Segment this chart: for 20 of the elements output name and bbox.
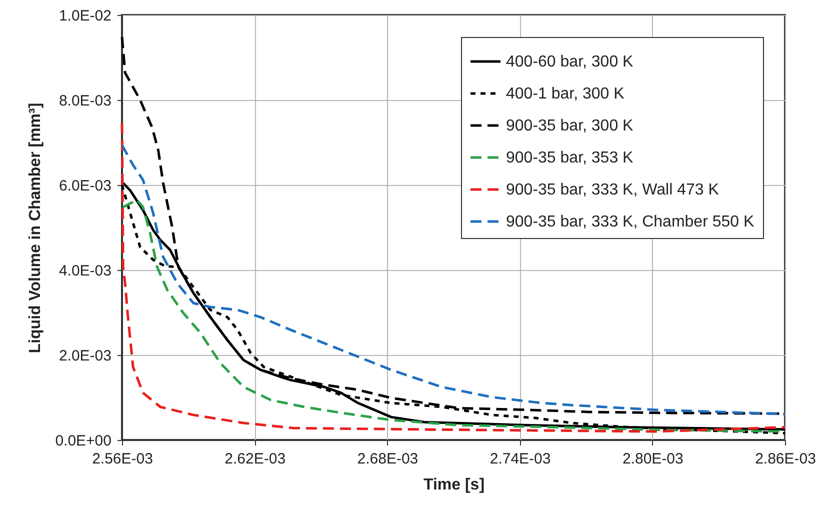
legend-label: 900-35 bar, 333 K, Wall 473 K: [506, 182, 720, 198]
legend-label: 900-35 bar, 333 K, Chamber 550 K: [506, 214, 754, 230]
legend-label: 900-35 bar, 353 K: [506, 150, 634, 166]
legend-label: 400-1 bar, 300 K: [506, 86, 625, 102]
y-tick-label: 6.0E-03: [58, 178, 112, 194]
legend-label: 900-35 bar, 300 K: [506, 118, 634, 134]
x-tick-label: 2.68E-03: [357, 450, 418, 468]
x-axis-title: Time [s]: [423, 476, 485, 494]
x-tick-label: 2.74E-03: [490, 450, 551, 468]
legend-label: 400-60 bar, 300 K: [506, 54, 634, 70]
y-tick-label: 4.0E-03: [58, 262, 112, 280]
y-axis-title: Liquid Volume in Chamber [mm³]: [27, 102, 44, 354]
y-tick-label: 1.0E-02: [58, 8, 112, 24]
y-tick-label: 8.0E-03: [58, 92, 112, 110]
y-tick-label: 0.0E+00: [55, 432, 112, 450]
x-tick-label: 2.56E-03: [92, 450, 153, 468]
x-tick-label: 2.62E-03: [224, 450, 286, 468]
x-tick-label: 2.80E-03: [622, 450, 684, 468]
y-tick-label: 2.0E-03: [58, 348, 112, 364]
x-tick-label: 2.86E-03: [755, 450, 816, 468]
